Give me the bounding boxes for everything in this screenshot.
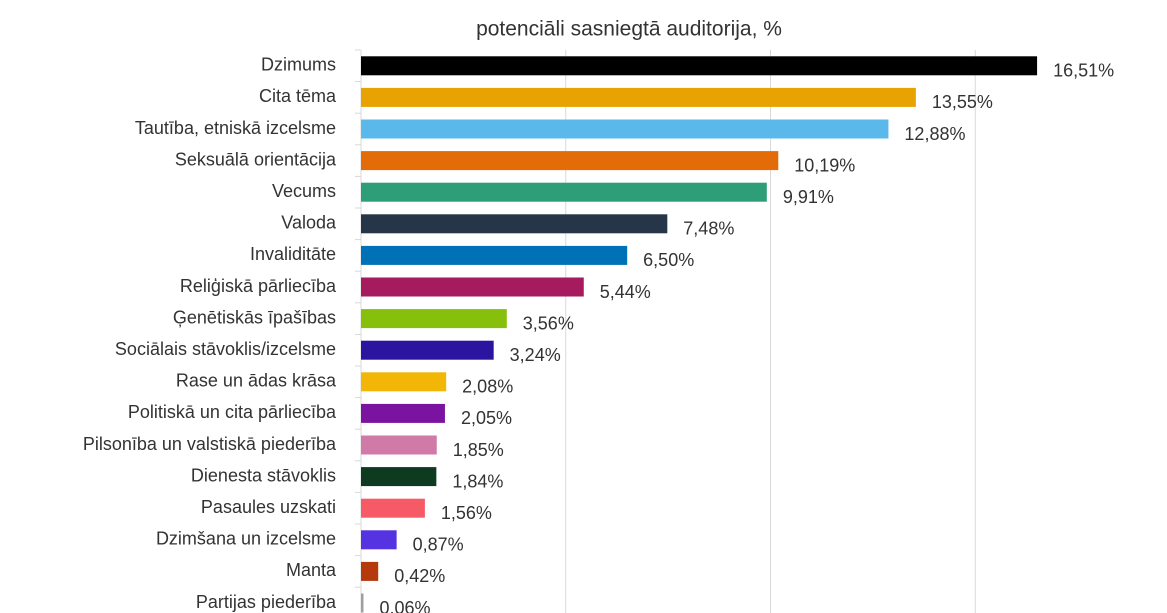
bar bbox=[361, 593, 364, 613]
bar bbox=[361, 561, 379, 581]
y-tick-label: Invaliditāte bbox=[250, 244, 336, 264]
y-tick-label: Partijas piederība bbox=[196, 592, 337, 612]
bar bbox=[361, 214, 668, 234]
value-label: 1,56% bbox=[441, 503, 492, 523]
value-label: 5,44% bbox=[600, 282, 651, 302]
value-label: 3,24% bbox=[510, 345, 561, 365]
value-label: 1,85% bbox=[453, 440, 504, 460]
bar bbox=[361, 340, 494, 360]
value-label: 6,50% bbox=[643, 250, 694, 270]
y-tick-label: Cita tēma bbox=[259, 86, 337, 106]
y-tick-label: Dienesta stāvoklis bbox=[191, 465, 336, 485]
bar bbox=[361, 245, 628, 265]
bar bbox=[361, 277, 584, 297]
value-label: 16,51% bbox=[1053, 61, 1114, 81]
y-tick-label: Ģenētiskās īpašības bbox=[173, 307, 336, 327]
bar bbox=[361, 372, 447, 392]
bar bbox=[361, 56, 1038, 76]
bar bbox=[361, 498, 425, 518]
value-label: 0,42% bbox=[394, 566, 445, 586]
bar bbox=[361, 119, 889, 139]
bar bbox=[361, 182, 767, 202]
y-tick-label: Pasaules uzskati bbox=[201, 497, 336, 517]
value-label: 3,56% bbox=[523, 313, 574, 333]
y-tick-label: Rase un ādas krāsa bbox=[176, 371, 337, 391]
y-tick-label: Vecums bbox=[272, 181, 336, 201]
value-label: 9,91% bbox=[783, 187, 834, 207]
y-tick-label: Valoda bbox=[281, 213, 337, 233]
y-tick-label: Seksuālā orientācija bbox=[175, 149, 337, 169]
value-label: 0,06% bbox=[379, 598, 430, 613]
value-label: 10,19% bbox=[794, 155, 855, 175]
value-label: 2,08% bbox=[462, 377, 513, 397]
value-label: 13,55% bbox=[932, 92, 993, 112]
y-tick-label: Tautība, etniskā izcelsme bbox=[135, 118, 336, 138]
value-label: 12,88% bbox=[904, 124, 965, 144]
value-label: 7,48% bbox=[683, 219, 734, 239]
y-tick-label: Dzimums bbox=[261, 55, 336, 75]
y-tick-label: Reliģiskā pārliecība bbox=[180, 276, 337, 296]
bar bbox=[361, 403, 445, 423]
y-tick-label: Pilsonība un valstiskā piederība bbox=[83, 434, 337, 454]
y-tick-label: Politiskā un cita pārliecība bbox=[128, 402, 337, 422]
y-tick-label: Dzimšana un izcelsme bbox=[156, 529, 336, 549]
bar bbox=[361, 309, 507, 329]
value-label: 1,84% bbox=[452, 471, 503, 491]
y-tick-label: Manta bbox=[286, 560, 337, 580]
bar bbox=[361, 151, 779, 171]
bar bbox=[361, 435, 437, 455]
bar bbox=[361, 87, 916, 107]
value-label: 0,87% bbox=[413, 535, 464, 555]
chart-title: potenciāli sasniegtā auditorija, % bbox=[476, 18, 782, 41]
y-tick-label: Sociālais stāvoklis/izcelsme bbox=[115, 339, 336, 359]
value-label: 2,05% bbox=[461, 408, 512, 428]
bar bbox=[361, 530, 397, 550]
bar bbox=[361, 467, 437, 487]
